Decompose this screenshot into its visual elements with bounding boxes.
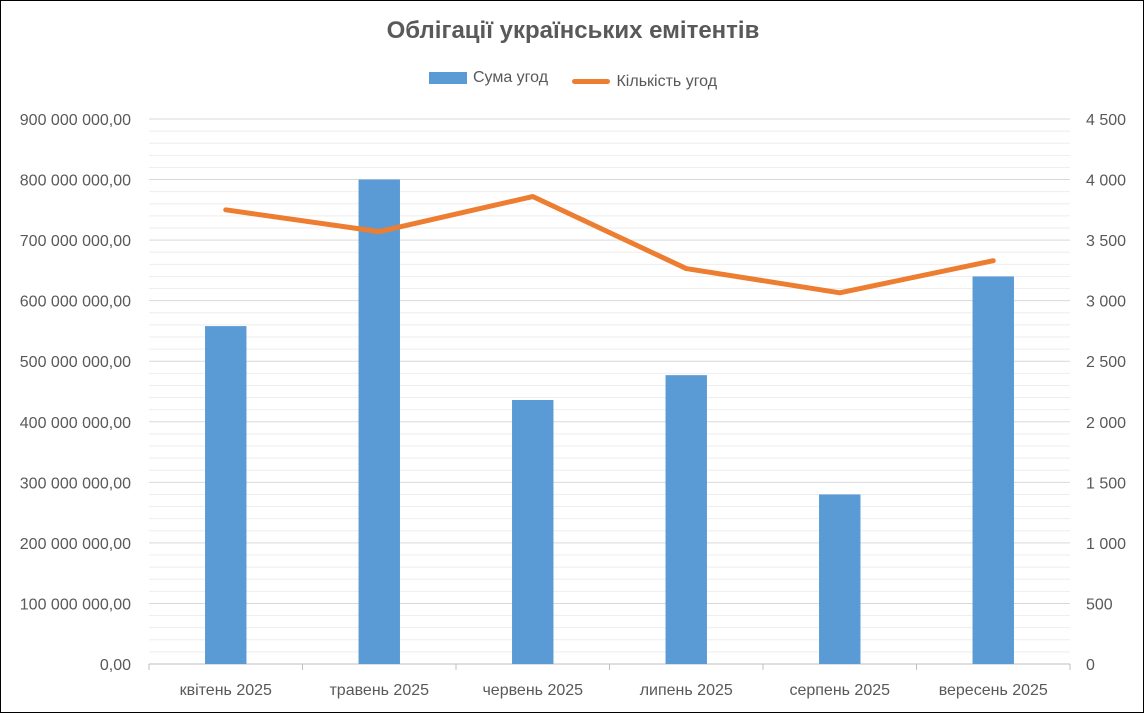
y-left-tick-label: 600 000 000,00	[20, 294, 131, 311]
y-left-tick-label: 0,00	[100, 657, 131, 674]
x-category-label: серпень 2025	[789, 682, 890, 699]
y-right-tick-label: 1 000	[1086, 536, 1126, 553]
x-category-label: квітень 2025	[180, 682, 272, 699]
y-right-tick-label: 3 000	[1086, 294, 1126, 311]
legend-swatch-count	[572, 79, 611, 84]
bar-sum-6	[972, 276, 1014, 664]
x-category-label: червень 2025	[482, 682, 583, 699]
y-left-tick-label: 700 000 000,00	[20, 233, 131, 250]
bar-sum-5	[819, 494, 861, 664]
bar-sum-1	[205, 326, 247, 664]
y-left-tick-label: 200 000 000,00	[20, 536, 131, 553]
y-left-tick-label: 500 000 000,00	[20, 354, 131, 371]
x-category-label: травень 2025	[329, 682, 429, 699]
y-right-tick-label: 3 500	[1086, 233, 1126, 250]
legend-item-count: Кількість угод	[572, 73, 717, 91]
bar-sum-2	[358, 179, 400, 665]
chart-legend: Сума угод Кількість угод	[1, 69, 1144, 91]
x-category-label: вересень 2025	[939, 682, 1048, 699]
line-count-series	[223, 194, 996, 296]
y-right-tick-label: 500	[1086, 596, 1113, 613]
chart-title: Облігації українських емітентів	[386, 17, 760, 44]
legend-label-sum: Сума угод	[472, 69, 549, 86]
legend-label-count: Кількість угод	[616, 72, 718, 90]
x-category-label: липень 2025	[640, 682, 733, 699]
y-right-tick-label: 2 500	[1086, 354, 1126, 371]
y-right-tick-label: 4 500	[1086, 112, 1126, 129]
y-left-tick-label: 300 000 000,00	[20, 475, 131, 492]
y-right-tick-label: 0	[1086, 657, 1095, 674]
legend-item-sum: Сума угод	[428, 69, 549, 87]
y-right-tick-label: 1 500	[1086, 475, 1126, 492]
y-right-tick-label: 2 000	[1086, 415, 1126, 432]
y-left-tick-label: 100 000 000,00	[20, 596, 131, 613]
y-left-tick-label: 900 000 000,00	[20, 112, 131, 129]
y-left-tick-label: 800 000 000,00	[20, 173, 131, 190]
legend-swatch-sum	[428, 72, 467, 84]
bar-sum-4	[665, 375, 707, 664]
y-right-tick-label: 4 000	[1086, 173, 1126, 190]
bar-sum-3	[512, 399, 554, 664]
y-left-tick-label: 400 000 000,00	[20, 415, 131, 432]
